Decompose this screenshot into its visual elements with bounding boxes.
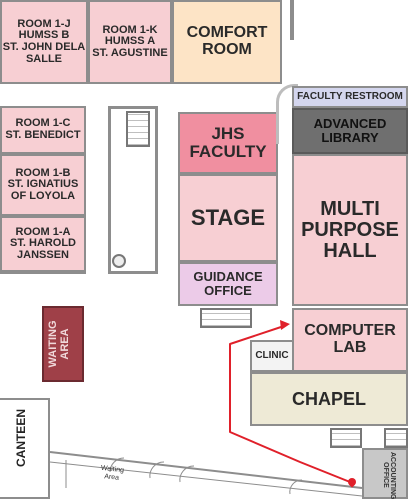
stage[interactable]: STAGE bbox=[178, 174, 278, 262]
elevator-icon bbox=[112, 254, 126, 268]
wall bbox=[0, 272, 86, 274]
faculty-restroom[interactable]: FACULTY RESTROOM bbox=[292, 86, 408, 108]
clinic[interactable]: CLINIC bbox=[250, 340, 294, 372]
room-1j[interactable]: ROOM 1-J HUMSS B ST. JOHN DELA SALLE bbox=[0, 0, 88, 84]
wall bbox=[290, 0, 294, 40]
stairs bbox=[200, 308, 252, 328]
stairs bbox=[126, 111, 150, 147]
room-1b[interactable]: ROOM 1-B ST. IGNATIUS OF LOYOLA bbox=[0, 154, 86, 216]
canteen[interactable]: CANTEEN bbox=[0, 398, 50, 499]
stairs bbox=[330, 428, 362, 448]
comfort-room[interactable]: COMFORT ROOM bbox=[172, 0, 282, 84]
room-1c[interactable]: ROOM 1-C ST. BENEDICT bbox=[0, 106, 86, 154]
stairs bbox=[384, 428, 408, 448]
corridor-curve bbox=[276, 84, 298, 144]
guidance-office[interactable]: GUIDANCE OFFICE bbox=[178, 262, 278, 306]
room-1a[interactable]: ROOM 1-A ST. HAROLD JANSSEN bbox=[0, 216, 86, 272]
multi-purpose-hall[interactable]: MULTI PURPOSE HALL bbox=[292, 154, 408, 306]
accounting-office[interactable]: ACCOUNTING OFFICE bbox=[362, 448, 408, 499]
waiting-area[interactable]: WAITING AREA bbox=[42, 306, 84, 382]
advanced-library[interactable]: ADVANCED LIBRARY bbox=[292, 108, 408, 154]
computer-lab[interactable]: COMPUTER LAB bbox=[292, 308, 408, 372]
chapel[interactable]: CHAPEL bbox=[250, 372, 408, 426]
jhs-faculty[interactable]: JHS FACULTY bbox=[178, 112, 278, 174]
room-1k[interactable]: ROOM 1-K HUMSS A ST. AGUSTINE bbox=[88, 0, 172, 84]
